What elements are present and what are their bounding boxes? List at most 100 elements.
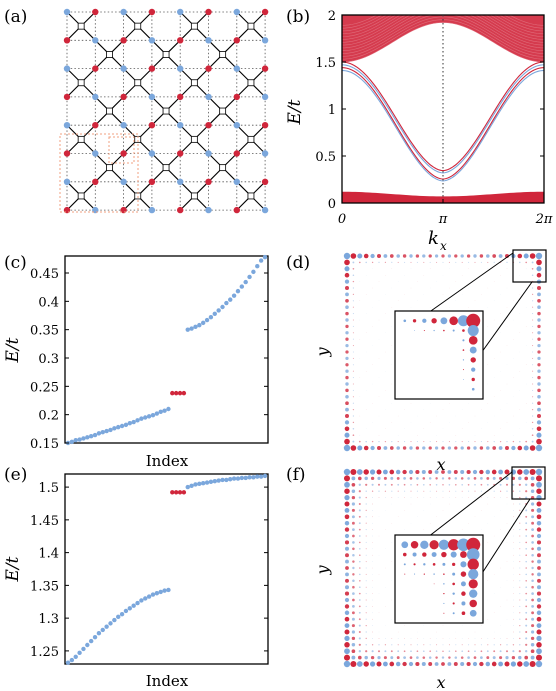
inset-dot (462, 349, 465, 351)
blue-point (123, 422, 129, 428)
density-dot (493, 319, 495, 321)
inset-dot (433, 583, 435, 585)
density-dot (525, 624, 528, 627)
density-dot (537, 407, 541, 412)
inset-dot (460, 561, 467, 568)
density-dot (487, 599, 489, 601)
density-dot (506, 561, 508, 562)
density-dot (449, 522, 450, 524)
density-dot (385, 510, 386, 511)
f-xlabel: x (436, 673, 445, 691)
density-dot (513, 618, 514, 620)
density-dot (428, 477, 432, 480)
density-dot (352, 547, 355, 551)
inset-dot (403, 563, 406, 566)
density-dot (535, 475, 543, 482)
density-dot (352, 573, 355, 576)
density-dot (537, 401, 541, 406)
density-dot (531, 605, 534, 608)
density-dot (500, 510, 501, 511)
blue-point (69, 657, 75, 663)
density-dot (344, 648, 350, 655)
density-dot (344, 623, 350, 629)
density-dot (377, 483, 381, 486)
density-dot (493, 396, 495, 398)
density-dot (441, 254, 445, 258)
blue-point (189, 483, 194, 488)
density-dot (352, 351, 354, 353)
density-dot (449, 287, 450, 289)
density-dot (535, 444, 543, 452)
b-xlabel: k (428, 228, 439, 249)
ytick-label: 1.5 (38, 481, 59, 496)
density-dot (358, 528, 361, 531)
density-dot (531, 261, 534, 264)
red-site (120, 93, 127, 101)
e-points (65, 473, 268, 665)
density-dot (410, 402, 412, 404)
density-dot (356, 469, 363, 475)
density-dot (519, 573, 521, 575)
plaquette-site (247, 135, 255, 143)
c-ylabel: E/t (3, 337, 23, 363)
density-dot (468, 306, 469, 308)
density-dot (416, 656, 419, 659)
density-dot (365, 618, 367, 620)
density-dot (532, 313, 534, 315)
density-dot (382, 661, 388, 667)
density-dot (372, 503, 374, 505)
blue-point (258, 258, 264, 263)
density-dot (525, 567, 527, 569)
density-dot (369, 661, 376, 667)
density-dot (377, 446, 381, 450)
blue-point (220, 304, 225, 310)
density-dot (531, 274, 534, 276)
blue-point (204, 317, 210, 323)
blue-site (233, 122, 240, 129)
density-dot (532, 396, 534, 398)
ytick-label: 0.2 (38, 409, 59, 424)
density-dot (517, 253, 523, 259)
density-dot (378, 593, 380, 594)
density-dot (474, 261, 476, 263)
density-dot (372, 268, 373, 270)
density-dot (506, 522, 508, 524)
density-dot (512, 637, 514, 639)
blue-point (231, 476, 237, 481)
density-dot (429, 422, 431, 423)
density-dot (500, 548, 501, 550)
density-dot (486, 446, 490, 450)
density-dot (383, 656, 387, 660)
density-dot (403, 477, 406, 480)
blue-point (243, 475, 248, 481)
density-dot (466, 661, 471, 667)
density-dot (390, 656, 394, 660)
density-dot (500, 529, 501, 530)
inset-dot (402, 552, 407, 557)
density-dot (352, 396, 354, 398)
density-dot (378, 434, 380, 436)
density-dot (525, 528, 528, 531)
panel-label-e: (e) (4, 465, 27, 485)
density-dot (493, 358, 495, 359)
density-dot (487, 497, 489, 498)
density-dot (474, 516, 476, 518)
density-dot (378, 261, 380, 264)
density-dot (351, 521, 355, 525)
inset-dot (414, 330, 415, 331)
density-dot (417, 631, 418, 633)
blue-point (108, 621, 113, 626)
density-dot (365, 522, 367, 524)
density-dot (448, 656, 451, 659)
inset-dot (443, 602, 445, 605)
blue-point (185, 484, 190, 490)
inset-dot (443, 329, 445, 332)
density-dot (410, 638, 412, 639)
density-dot (397, 483, 400, 486)
density-dot (359, 300, 361, 302)
e-xlabel: Index (146, 672, 189, 690)
density-dot (344, 616, 350, 622)
density-dot (474, 650, 476, 653)
density-dot (519, 605, 521, 607)
density-dot (525, 345, 527, 346)
